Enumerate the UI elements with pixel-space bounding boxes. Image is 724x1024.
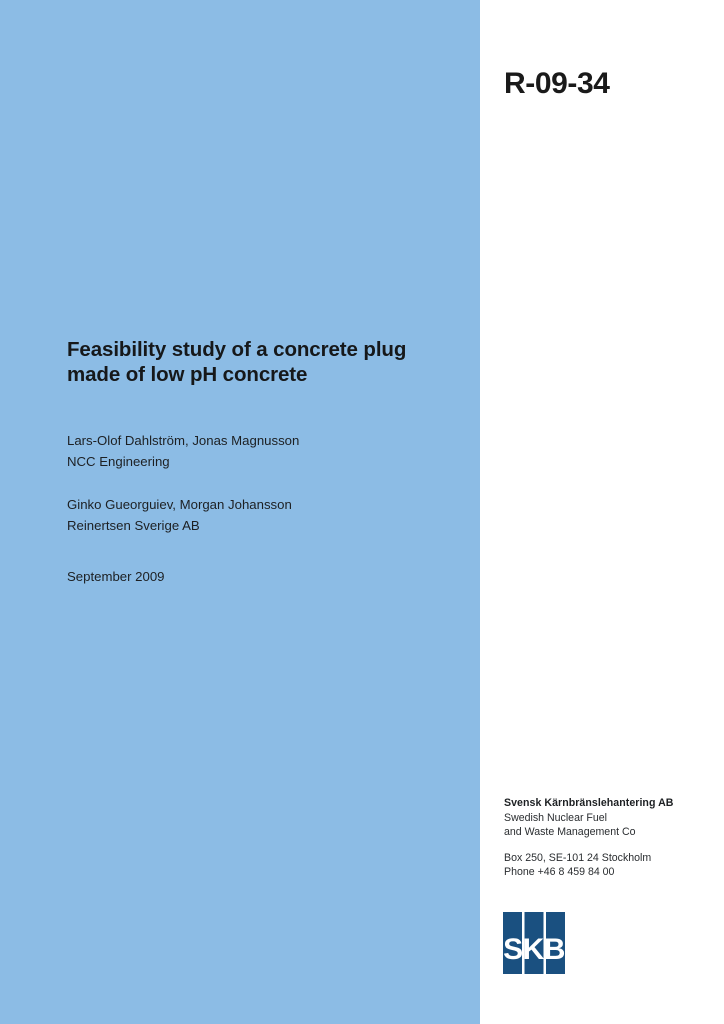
publisher-postal-address: Box 250, SE-101 24 Stockholm xyxy=(504,851,652,864)
cover-blue-panel xyxy=(0,0,480,1024)
authors-block: Lars-Olof Dahlström, Jonas Magnusson NCC… xyxy=(67,430,467,558)
author-affiliation-2: Reinertsen Sverige AB xyxy=(67,518,200,533)
author-group-1: Lars-Olof Dahlström, Jonas Magnusson NCC… xyxy=(67,430,467,472)
svg-text:SKB: SKB xyxy=(503,933,565,966)
address-spacer xyxy=(504,840,709,851)
publisher-subtitle-line-1: Swedish Nuclear Fuel xyxy=(504,811,608,824)
publisher-phone: Phone +46 8 459 84 00 xyxy=(504,866,615,878)
publisher-name: Svensk Kärnbränslehantering AB xyxy=(504,797,674,809)
publisher-address-block: Svensk Kärnbränslehantering AB Swedish N… xyxy=(504,796,709,880)
author-affiliation-1: NCC Engineering xyxy=(67,454,170,469)
page-title-line-1: Feasibility study of a concrete plug xyxy=(67,338,407,361)
publication-date-block: September 2009 xyxy=(67,566,165,587)
title-block: Feasibility study of a concrete plug mad… xyxy=(67,337,467,387)
publication-date: September 2009 xyxy=(67,569,165,584)
author-group-2: Ginko Gueorguiev, Morgan Johansson Reine… xyxy=(67,494,467,536)
publisher-subtitle-line-2: and Waste Management Co xyxy=(504,826,636,838)
page-title-line-2: made of low pH concrete xyxy=(67,363,308,386)
author-names-2: Ginko Gueorguiev, Morgan Johansson xyxy=(67,497,292,512)
skb-logo-icon: SKB xyxy=(503,912,565,974)
page-title: Feasibility study of a concrete plug mad… xyxy=(67,337,467,387)
author-names-1: Lars-Olof Dahlström, Jonas Magnusson xyxy=(67,433,300,448)
report-number: R-09-34 xyxy=(504,67,610,100)
